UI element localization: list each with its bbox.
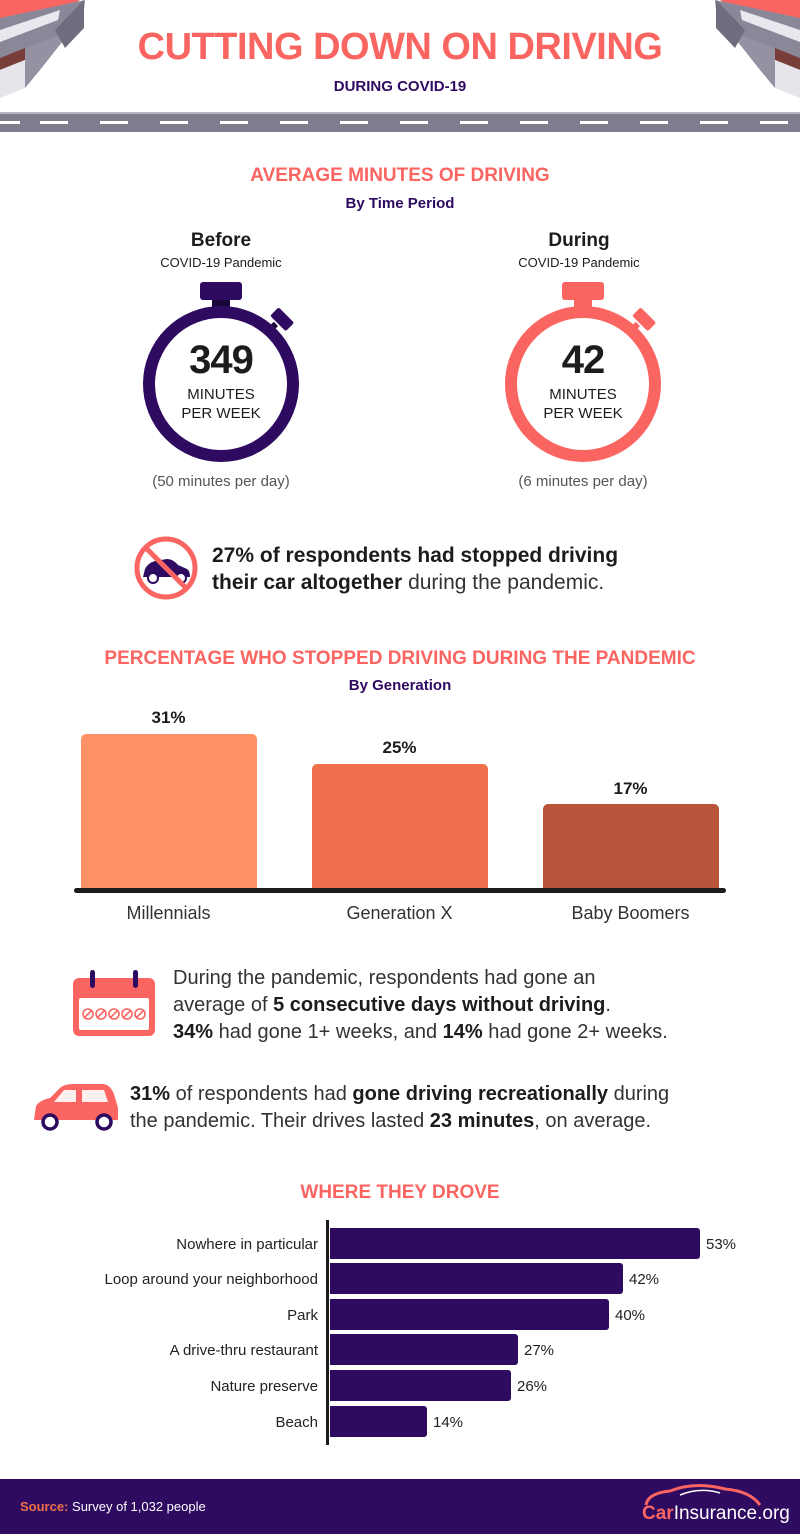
during-note: (6 minutes per day) <box>518 473 648 490</box>
source-note: Source: Survey of 1,032 people <box>20 1499 206 1514</box>
before-minutes-value: 349 <box>189 338 254 382</box>
where-value-1: 42% <box>629 1271 660 1288</box>
stopped-driving-stat: 27% of respondents had stopped driving t… <box>212 544 619 594</box>
carinsurance-logo[interactable]: CarInsurance.org <box>642 1503 790 1524</box>
category-generation-x: Generation X <box>346 903 453 923</box>
where-label-5: Beach <box>275 1414 318 1431</box>
before-minutes-unit: MINUTES PER WEEK <box>181 386 261 422</box>
before-note: (50 minutes per day) <box>152 473 290 490</box>
stopwatch-during-icon <box>505 282 661 462</box>
where-bar-1 <box>330 1263 623 1294</box>
before-label: Before COVID-19 Pandemic <box>160 230 282 270</box>
y-axis-line <box>326 1220 329 1445</box>
where-value-4: 26% <box>517 1378 548 1395</box>
bar-value-baby-boomers: 17% <box>613 779 648 798</box>
where-label-2: Park <box>287 1307 318 1324</box>
where-bar-2 <box>330 1299 609 1330</box>
recreational-driving-stat: 31% of respondents had gone driving recr… <box>130 1083 670 1132</box>
where-label-0: Nowhere in particular <box>176 1236 318 1253</box>
car-icon <box>34 1084 118 1131</box>
footer: Source: Survey of 1,032 people CarInsura… <box>0 1479 800 1534</box>
page-subtitle: DURING COVID-19 <box>333 78 467 95</box>
calendar-icon <box>73 970 155 1036</box>
where-value-5: 14% <box>433 1414 464 1431</box>
where-bar-4 <box>330 1370 511 1401</box>
x-axis-line <box>74 888 726 893</box>
page-title: CUTTING DOWN ON DRIVING <box>137 26 663 68</box>
during-minutes-value: 42 <box>561 338 606 382</box>
where-value-2: 40% <box>615 1307 646 1324</box>
during-minutes-unit: MINUTES PER WEEK <box>543 386 623 422</box>
category-millennials: Millennials <box>126 903 211 923</box>
where-bar-5 <box>330 1406 427 1437</box>
stopwatch-before-icon <box>143 282 299 462</box>
where-label-1: Loop around your neighborhood <box>104 1271 318 1288</box>
where-section-title: WHERE THEY DROVE <box>300 1182 500 1203</box>
generation-section-title: PERCENTAGE WHO STOPPED DRIVING DURING TH… <box>104 648 696 669</box>
minutes-section-title: AVERAGE MINUTES OF DRIVING <box>250 165 550 186</box>
city-street-left-illustration <box>0 0 85 98</box>
where-bar-3 <box>330 1334 518 1365</box>
bar-baby-boomers <box>543 804 719 890</box>
bar-generation-x <box>312 764 488 890</box>
bar-millennials <box>81 734 257 890</box>
where-bar-0 <box>330 1228 700 1259</box>
city-street-right-illustration <box>715 0 800 98</box>
days-without-driving-stat: During the pandemic, respondents had gon… <box>173 967 668 1043</box>
where-label-4: Nature preserve <box>210 1378 318 1395</box>
bar-value-millennials: 31% <box>151 708 186 727</box>
header: CUTTING DOWN ON DRIVING DURING COVID-19 <box>0 0 800 140</box>
category-baby-boomers: Baby Boomers <box>571 903 690 923</box>
during-label: During COVID-19 Pandemic <box>518 230 640 270</box>
generation-section-subtitle: By Generation <box>348 677 452 694</box>
logo-car-outline-icon <box>644 1484 762 1506</box>
minutes-section-subtitle: By Time Period <box>345 195 455 212</box>
bar-value-generation-x: 25% <box>382 738 417 757</box>
no-car-icon <box>134 536 198 600</box>
where-value-3: 27% <box>524 1342 555 1359</box>
where-label-3: A drive-thru restaurant <box>169 1342 318 1359</box>
where-value-0: 53% <box>706 1236 737 1253</box>
